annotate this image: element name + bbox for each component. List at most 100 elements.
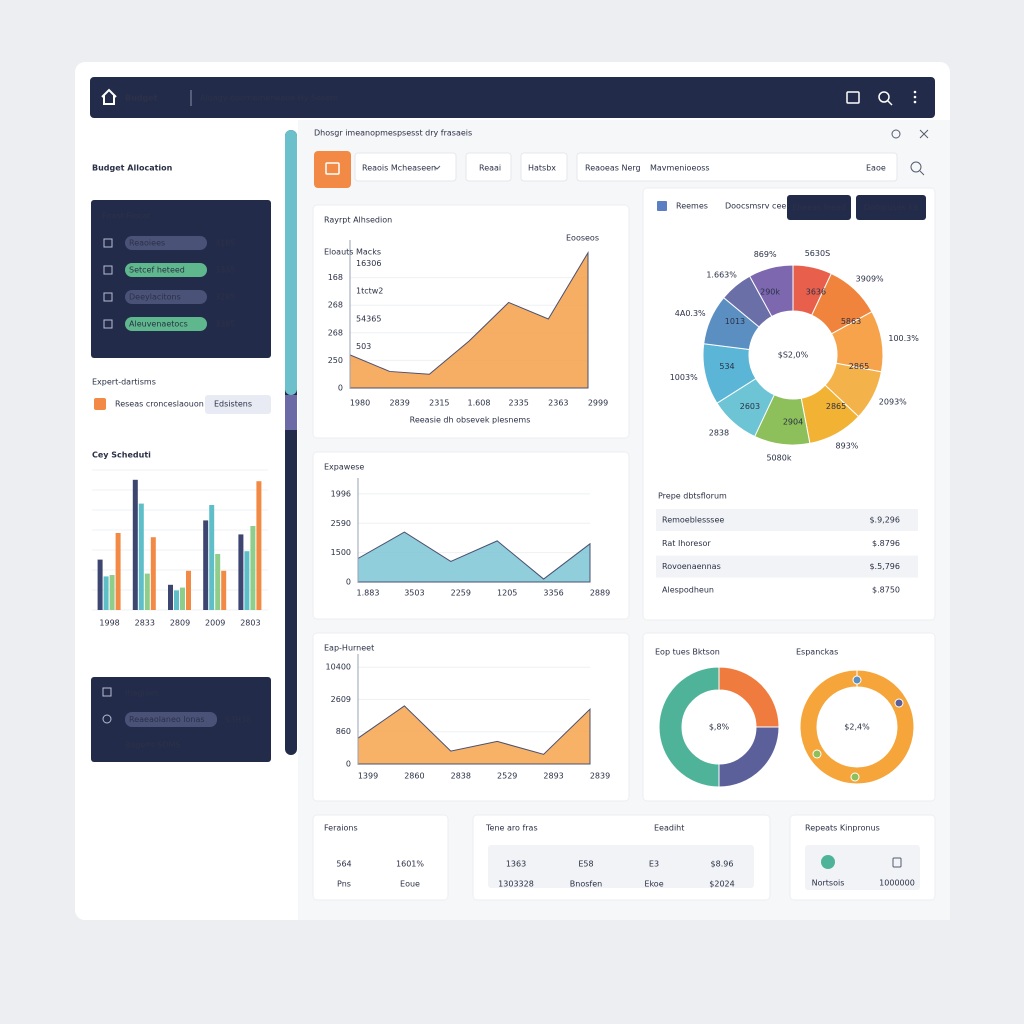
donut-center: $2,4% [844,723,870,732]
row-icon [103,238,113,248]
chart-title: Cey Scheduti [92,451,151,460]
donut-hole [682,690,756,764]
toolbar-field[interactable] [354,152,457,182]
settings-icon[interactable] [891,129,901,139]
segment-inner-label: 2865 [826,402,846,411]
donut-center: $S2,0% [778,351,809,360]
card-pill[interactable] [125,712,217,727]
row-pill[interactable] [125,317,207,331]
bar [256,481,262,610]
bar [244,551,250,610]
segment-label: 2838 [709,429,729,438]
tab-label[interactable]: Reemes [676,202,708,211]
donut-center: $,8% [709,723,730,732]
sidebar-title: Budget Allocation [92,164,173,173]
stat-label: Bnosfen [570,880,602,889]
y-tick-label: 2590 [331,519,351,528]
bar [150,537,156,610]
toolbar-field[interactable] [576,152,898,182]
x-tick-label: 2860 [404,772,424,781]
app-title: Budget [125,94,158,103]
x-tick-label: 1205 [497,589,517,598]
x-tick-label: 2315 [429,399,449,408]
stat-value: E58 [578,860,593,869]
segment-inner-label: 5863 [841,317,861,326]
bar [115,533,121,610]
tab-label[interactable]: Eheeas lneed [792,203,846,212]
toolbar-field[interactable] [520,152,568,182]
annotation: 1tctw2 [356,287,383,296]
x-tick-label: 1980 [350,399,370,408]
tab-label[interactable]: Doocsmsrv cee [725,202,786,211]
toolbar-field-label[interactable]: Reaai [479,164,501,173]
row-pill[interactable] [125,263,207,277]
section-title: Expert-dartisms [92,378,156,387]
x-tick-label: 2009 [205,619,225,628]
table-cell: Remoeblesssee [662,516,724,525]
row-pill[interactable] [125,290,207,304]
table-cell: Rovoenaennas [662,562,721,571]
header-bar [90,77,935,118]
chevron [433,165,441,170]
button-label[interactable]: Edsistens [214,400,252,409]
table-cell: Rat Ihoresor [662,539,711,548]
x-tick-label: 3356 [543,589,563,598]
toolbar-field-label[interactable]: Hatsbx [528,164,556,173]
scrollbar-thumb[interactable] [285,130,297,395]
bar [138,503,144,610]
x-tick-label: 1.883 [357,589,380,598]
search-icon[interactable] [878,91,890,103]
segment-label: 5080k [766,454,791,463]
stat-tag: Eeadiht [654,824,684,833]
toolbar-icon[interactable] [314,151,351,188]
tab-button[interactable] [856,195,926,220]
inbox-icon[interactable] [846,91,860,104]
search-icon[interactable] [910,161,922,173]
bar [238,534,244,610]
toolbar-field-label[interactable]: Mavmenioeoss [650,164,710,173]
tab-button[interactable] [787,195,851,220]
toolbar-field[interactable] [465,152,512,182]
x-tick-label: 1998 [99,619,119,628]
y-tick-label: 250 [328,356,343,365]
table-row [656,578,918,601]
stat-box [488,845,754,888]
segment-inner-label: 2603 [740,402,760,411]
segment-label: 869% [754,250,777,259]
chart-title: Eap-Hurneet [324,644,374,653]
x-tick-label: 2803 [240,619,260,628]
menu-icon[interactable] [913,90,917,104]
app-subtitle: Aluagy doomemeneane Hy Sesem [200,94,338,103]
section-button[interactable] [205,395,271,414]
segment-inner-label: 290k [760,288,780,297]
home-icon[interactable] [101,88,117,105]
close-icon[interactable] [919,129,929,139]
toolbar-field-label[interactable]: Reaois Mcheaseen [362,164,436,173]
row-pill[interactable] [125,236,207,250]
bar [144,573,150,610]
bar [221,570,227,610]
toolbar-field-label[interactable]: Reaoeas Nerg [585,164,641,173]
toolbar-field-label[interactable]: Eaoe [866,164,886,173]
card-note: Bagelts SDMS [125,741,181,750]
area [357,705,591,765]
card-title: Ihagjaes [125,689,159,698]
segment-label: 1003% [670,373,698,382]
tab-label[interactable]: Dohipusek ka [864,203,918,212]
bar [168,584,173,610]
stat-title: Repeats Kinpronus [805,824,880,833]
stat-label: Ekoe [644,880,663,889]
stat-title: Tene aro fras [485,824,538,833]
row-label: Aleuvenaetocs [129,320,188,329]
chart-title: Eop tues Bktson [655,648,720,657]
x-tick-label: 2833 [135,619,155,628]
table-cell: $.8796 [872,539,900,548]
table-cell: $.5,796 [869,562,900,571]
bar [109,575,115,610]
chart-subtitle: Eloauts Macks [324,248,381,257]
toolbar-icon-glyph [325,162,340,175]
stat-label: 1000000 [879,879,915,888]
table-row [656,532,918,555]
stat-title: Feraions [324,824,358,833]
row-value: 3335 [215,266,235,275]
